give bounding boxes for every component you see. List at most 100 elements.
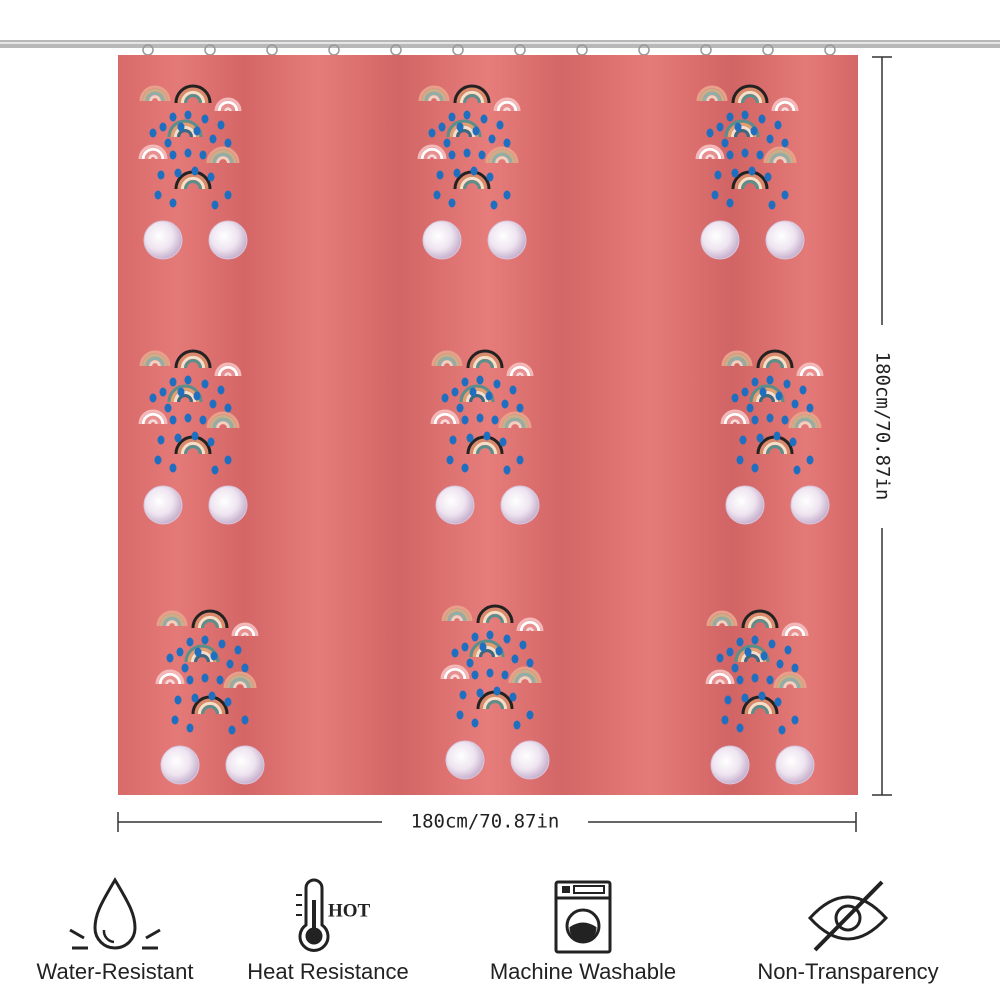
rainbow-band [699, 88, 725, 102]
raindrop [469, 387, 477, 397]
raindrop [731, 663, 739, 673]
raindrop [499, 437, 507, 447]
raindrop [174, 695, 182, 705]
raindrop [485, 391, 493, 401]
rainbow-band [475, 645, 499, 658]
raindrop [193, 391, 201, 401]
rainbow-band [441, 605, 473, 622]
rainbow-band [209, 414, 237, 429]
raindrop [490, 200, 498, 210]
raindrop [234, 645, 242, 655]
raindrop [169, 463, 177, 473]
rainbow-band [488, 149, 516, 164]
rainbow-band [794, 417, 816, 429]
rainbow-band [427, 154, 437, 160]
bubble [445, 740, 485, 780]
raindrop [793, 465, 801, 475]
hot-label: HOT [328, 900, 371, 921]
rainbow-band [482, 610, 508, 624]
raindrop [224, 190, 232, 200]
raindrop [436, 170, 444, 180]
rainbow-band [420, 147, 444, 160]
rainbow-band [499, 103, 515, 112]
raindrop [169, 150, 177, 160]
raindrop [479, 642, 487, 652]
bubble [790, 485, 830, 525]
raindrop [783, 379, 791, 389]
rainbow-band [716, 620, 728, 627]
raindrop [169, 198, 177, 208]
raindrop [226, 659, 234, 669]
rainbow-band [751, 705, 769, 715]
raindrop [241, 715, 249, 725]
motif-group [695, 84, 805, 260]
rainbow-band [452, 125, 476, 138]
rainbow-band [706, 95, 718, 102]
raindrop [186, 637, 194, 647]
raindrop [191, 166, 199, 176]
rainbow-band [777, 103, 793, 112]
rainbow-band [495, 156, 509, 164]
raindrop [486, 630, 494, 640]
rainbow-band [456, 129, 472, 138]
bubble [710, 745, 750, 785]
motif-group [440, 604, 550, 780]
feature-label: Heat Resistance [247, 959, 408, 984]
rainbow-band [145, 356, 165, 367]
rainbow-band [142, 88, 168, 102]
raindrop [748, 166, 756, 176]
raindrop [751, 415, 759, 425]
raindrop [217, 120, 225, 130]
rainbow-band [241, 632, 249, 637]
rainbow-band [177, 438, 209, 455]
raindrop [734, 122, 742, 132]
raindrop [448, 150, 456, 160]
rainbow-band [463, 94, 481, 104]
raindrop [731, 393, 739, 403]
raindrop [503, 634, 511, 644]
raindrop [758, 114, 766, 124]
raindrop [706, 128, 714, 138]
rainbow-band [174, 349, 212, 369]
raindrop [731, 168, 739, 178]
rainbow-band [734, 87, 766, 104]
raindrop [157, 435, 165, 445]
rainbow-band [177, 129, 193, 138]
raindrop [443, 138, 451, 148]
rainbow-band [180, 441, 206, 455]
rainbow-band [479, 607, 511, 624]
raindrop [201, 635, 209, 645]
rainbow-band [721, 350, 753, 367]
raindrop [744, 647, 752, 657]
rainbow-band [737, 90, 763, 104]
bubble [422, 220, 462, 260]
rainbow-band [744, 698, 776, 715]
rainbow-band [759, 438, 791, 455]
rainbow-band [799, 365, 821, 377]
raindrop [503, 190, 511, 200]
rainbow-band [711, 675, 729, 685]
raindrop [774, 697, 782, 707]
rainbow-band [144, 150, 162, 160]
raindrop [526, 710, 534, 720]
raindrop [456, 403, 464, 413]
rainbow-band [476, 445, 494, 455]
rainbow-band [450, 674, 460, 680]
raindrop [176, 647, 184, 657]
rainbow-band [217, 100, 239, 112]
bubble [765, 220, 805, 260]
raindrop [207, 172, 215, 182]
rainbow-band [166, 620, 178, 627]
bubble [435, 485, 475, 525]
raindrop [496, 120, 504, 130]
rainbow-band [522, 623, 538, 632]
rainbow-band [701, 150, 719, 160]
rainbow-band [695, 144, 725, 160]
rainbow-band [762, 355, 788, 369]
rainbow-band [759, 394, 775, 403]
rainbow-band [177, 352, 209, 369]
raindrop [726, 647, 734, 657]
raindrop [806, 455, 814, 465]
rainbow-band [231, 622, 259, 637]
raindrop [493, 379, 501, 389]
